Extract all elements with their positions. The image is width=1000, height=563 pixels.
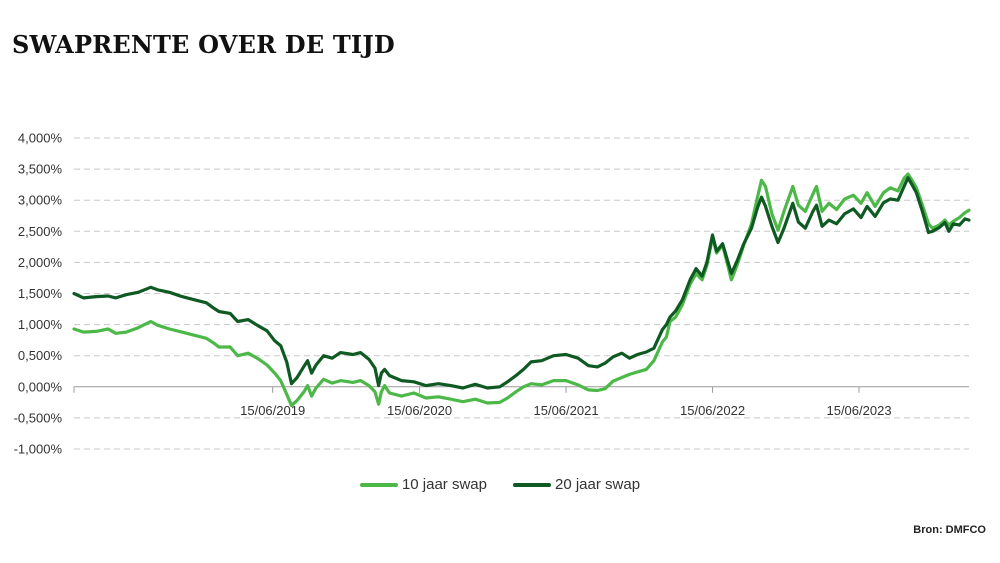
x-axis-ticks xyxy=(73,386,860,393)
x-tick-label: 15/06/2022 xyxy=(680,403,745,418)
y-tick-label: 3,000% xyxy=(18,193,63,208)
legend-swatch-10y xyxy=(359,482,398,487)
legend-item-10y: 10 jaar swap xyxy=(359,476,487,493)
series-line-10y xyxy=(72,172,971,408)
series-line-20y xyxy=(72,176,971,390)
source-note: Bron: DMFCO xyxy=(913,524,986,536)
x-tick-label: 15/06/2019 xyxy=(240,403,305,418)
y-tick-label: 3,500% xyxy=(18,162,63,177)
y-tick-label: 0,500% xyxy=(18,348,63,363)
chart-legend: 10 jaar swap 20 jaar swap xyxy=(0,476,1000,493)
y-tick-label: 4,000% xyxy=(18,131,63,146)
legend-label-10y: 10 jaar swap xyxy=(401,476,487,493)
y-tick-label: 0,000% xyxy=(18,379,63,394)
y-tick-label: 1,500% xyxy=(18,286,63,301)
y-tick-label: -1,000% xyxy=(14,442,63,457)
legend-item-20y: 20 jaar swap xyxy=(513,476,640,493)
legend-label-20y: 20 jaar swap xyxy=(555,476,641,493)
x-tick-label: 15/06/2023 xyxy=(826,403,891,418)
x-tick-label: 15/06/2020 xyxy=(387,403,452,418)
y-tick-label: 1,000% xyxy=(18,317,63,332)
y-axis-tick-labels: 4,000% 3,500% 3,000% 2,500% 2,000% 1,500% 1,00… xyxy=(14,131,63,457)
y-tick-label: 2,000% xyxy=(18,255,63,270)
x-axis-tick-labels: 15/06/2019 15/06/2020 15/06/2021 15/06/2022… xyxy=(240,403,891,418)
y-tick-label: -0,500% xyxy=(14,410,63,425)
y-tick-label: 2,500% xyxy=(18,224,63,239)
legend-swatch-20y xyxy=(513,482,551,487)
series-lines xyxy=(72,172,971,408)
chart-title: SWAPRENTE OVER DE TIJD xyxy=(12,30,395,59)
x-tick-label: 15/06/2021 xyxy=(534,403,599,418)
